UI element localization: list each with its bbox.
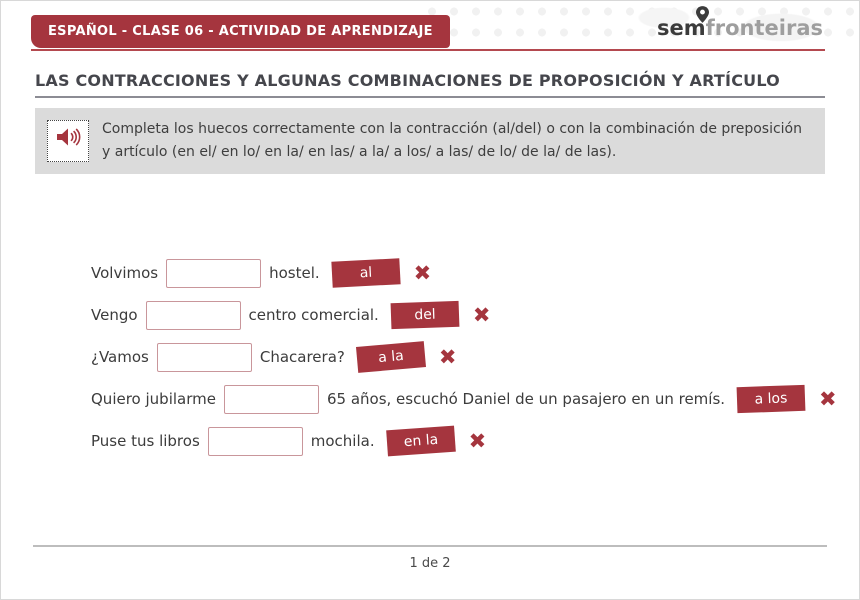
answer-chip[interactable]: a los: [736, 385, 806, 414]
location-pin-icon: [695, 6, 709, 27]
header: ESPAÑOL - CLASE 06 - ACTIVIDAD DE APREND…: [1, 1, 859, 51]
cross-icon: ✖: [413, 260, 432, 285]
answer-input[interactable]: [207, 426, 303, 456]
sentence-after: hostel.: [269, 264, 320, 283]
cross-icon: ✖: [468, 428, 487, 453]
sentence-before: ¿Vamos: [91, 348, 149, 367]
sentence-after: centro comercial.: [248, 306, 379, 325]
header-divider: [31, 49, 825, 51]
page-title: LAS CONTRACCIONES Y ALGUNAS COMBINACIONE…: [35, 71, 825, 98]
brand-logo: semfronteiras: [656, 6, 823, 40]
exercise-list: Volvimos hostel. al ✖ Vengo centro comer…: [91, 258, 859, 457]
exercise-row: Puse tus libros mochila. en la ✖: [91, 425, 859, 457]
answer-input[interactable]: [223, 384, 319, 414]
sentence-before: Quiero jubilarme: [91, 390, 216, 409]
answer-input[interactable]: [145, 300, 241, 330]
lesson-badge: ESPAÑOL - CLASE 06 - ACTIVIDAD DE APREND…: [31, 15, 450, 48]
instruction-box: Completa los huecos correctamente con la…: [35, 108, 825, 175]
sentence-after: 65 años, escuchó Daniel de un pasajero e…: [326, 390, 726, 409]
cross-icon: ✖: [472, 302, 491, 327]
answer-chip[interactable]: del: [390, 301, 460, 330]
answer-chip[interactable]: al: [331, 258, 401, 288]
cross-icon: ✖: [438, 344, 457, 369]
sentence-after: mochila.: [310, 432, 375, 451]
instruction-text: Completa los huecos correctamente con la…: [102, 121, 802, 161]
answer-input[interactable]: [156, 342, 252, 372]
exercise-row: Volvimos hostel. al ✖: [91, 258, 859, 288]
answer-chip[interactable]: a la: [355, 341, 426, 374]
logo-text-fronteiras: fronteiras: [705, 16, 823, 40]
pagination: 1 de 2: [409, 556, 451, 571]
speaker-icon: [55, 125, 81, 157]
exercise-row: Quiero jubilarme 65 años, escuchó Daniel…: [91, 384, 859, 414]
world-map-watermark: [599, 1, 859, 49]
answer-chip[interactable]: en la: [385, 425, 456, 457]
sentence-before: Puse tus libros: [91, 432, 200, 451]
logo-text-sem: sem: [656, 16, 706, 40]
exercise-row: Vengo centro comercial. del ✖: [91, 300, 859, 330]
footer: 1 de 2: [1, 545, 859, 571]
audio-button[interactable]: [47, 120, 89, 162]
cross-icon: ✖: [819, 386, 837, 411]
sentence-before: Volvimos: [91, 264, 159, 283]
exercise-row: ¿Vamos Chacarera? a la ✖: [91, 341, 859, 374]
sentence-before: Vengo: [91, 306, 138, 325]
sentence-after: Chacarera?: [259, 348, 345, 367]
answer-input[interactable]: [166, 258, 262, 288]
footer-divider: [33, 545, 827, 547]
